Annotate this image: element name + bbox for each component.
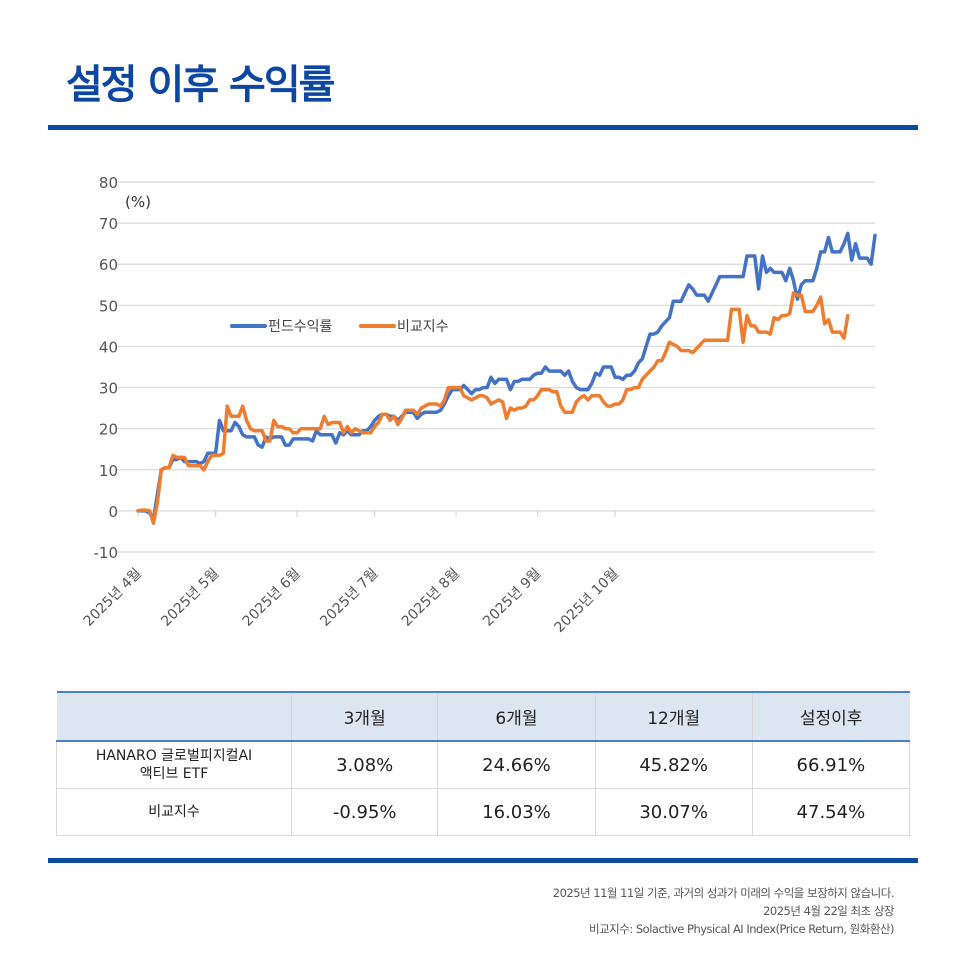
- y-axis-unit-label: (%): [125, 193, 151, 211]
- header-3m: 3개월: [290, 691, 438, 742]
- footnote-listing-date: 2025년 4월 22일 최초 상장: [763, 904, 894, 918]
- y-axis-ticks: 80 70 60 50 40 30 20 10 0 -10: [94, 174, 119, 562]
- row-name-line1: 비교지수: [148, 804, 200, 820]
- y-tick-label: 30: [99, 380, 118, 398]
- gridlines: [116, 181, 875, 553]
- y-tick-label: 40: [99, 338, 118, 356]
- cell-index-3m: -0.95%: [290, 788, 439, 836]
- cell-index-6m: 16.03%: [437, 788, 596, 836]
- row-name-fund: HANARO 글로벌피지컬AI 액티브 ETF: [56, 740, 292, 789]
- cell-index-inception: 47.54%: [751, 788, 911, 836]
- cell-fund-6m: 24.66%: [437, 740, 596, 789]
- y-tick-label: 20: [99, 421, 118, 439]
- series-line-index: [136, 291, 850, 525]
- x-axis-ticks: 2025년 4월 2025년 5월 2025년 6월 2025년 7월 2025년 8월…: [81, 510, 622, 636]
- cell-fund-inception: 66.91%: [751, 740, 911, 789]
- header-12m: 12개월: [594, 691, 753, 742]
- table-row: HANARO 글로벌피지컬AI 액티브 ETF 3.08% 24.66% 45.…: [56, 740, 911, 789]
- row-name-line2: 액티브 ETF: [139, 766, 209, 782]
- series-line-fund: [136, 231, 877, 521]
- cell-fund-12m: 45.82%: [594, 740, 753, 789]
- legend-label-fund: 펀드수익률: [268, 319, 333, 335]
- footnote-benchmark: 비교지수: Solactive Physical AI Index(Price …: [589, 922, 894, 936]
- header-since-inception: 설정이후: [751, 691, 910, 742]
- row-name-line1: HANARO 글로벌피지컬AI: [95, 748, 253, 764]
- returns-line-chart: 80 70 60 50 40 30 20 10 0 -10 (%) 2025년 4월 2025년 5…: [81, 174, 877, 636]
- x-tick-label: 2025년 5월: [158, 566, 222, 630]
- y-tick-label: -10: [94, 544, 119, 562]
- y-tick-label: 70: [99, 215, 118, 233]
- table-row: 비교지수 -0.95% 16.03% 30.07% 47.54%: [56, 788, 911, 836]
- x-tick-label: 2025년 10월: [551, 566, 621, 636]
- legend-label-index: 비교지수: [397, 319, 449, 335]
- x-tick-label: 2025년 6월: [240, 566, 304, 630]
- y-tick-label: 10: [99, 462, 118, 480]
- header-6m: 6개월: [437, 691, 596, 742]
- table-header-row: 3개월 6개월 12개월 설정이후: [56, 691, 910, 742]
- bottom-divider: [48, 858, 918, 863]
- row-name-index: 비교지수: [56, 788, 292, 836]
- chart-legend: 펀드수익률 비교지수: [230, 319, 449, 335]
- series-lines: [136, 231, 877, 525]
- page-title: 설정 이후 수익률: [66, 62, 335, 108]
- header-blank: [56, 691, 292, 742]
- cell-index-12m: 30.07%: [594, 788, 753, 836]
- x-tick-label: 2025년 4월: [81, 566, 145, 630]
- y-tick-label: 60: [99, 256, 118, 274]
- x-tick-label: 2025년 7월: [317, 566, 381, 630]
- footnote-disclaimer: 2025년 11월 11일 기준, 과거의 성과가 미래의 수익을 보장하지 않…: [552, 886, 895, 900]
- cell-fund-3m: 3.08%: [290, 740, 439, 789]
- footnotes: 2025년 11월 11일 기준, 과거의 성과가 미래의 수익을 보장하지 않…: [552, 884, 895, 938]
- x-tick-label: 2025년 8월: [399, 566, 463, 630]
- y-tick-label: 80: [99, 174, 118, 192]
- x-tick-label: 2025년 9월: [480, 566, 544, 630]
- y-tick-label: 50: [99, 297, 118, 315]
- top-divider: [48, 125, 918, 130]
- returns-table: 3개월 6개월 12개월 설정이후 HANARO 글로벌피지컬AI 액티브 ET…: [56, 691, 911, 836]
- y-tick-label: 0: [108, 503, 118, 521]
